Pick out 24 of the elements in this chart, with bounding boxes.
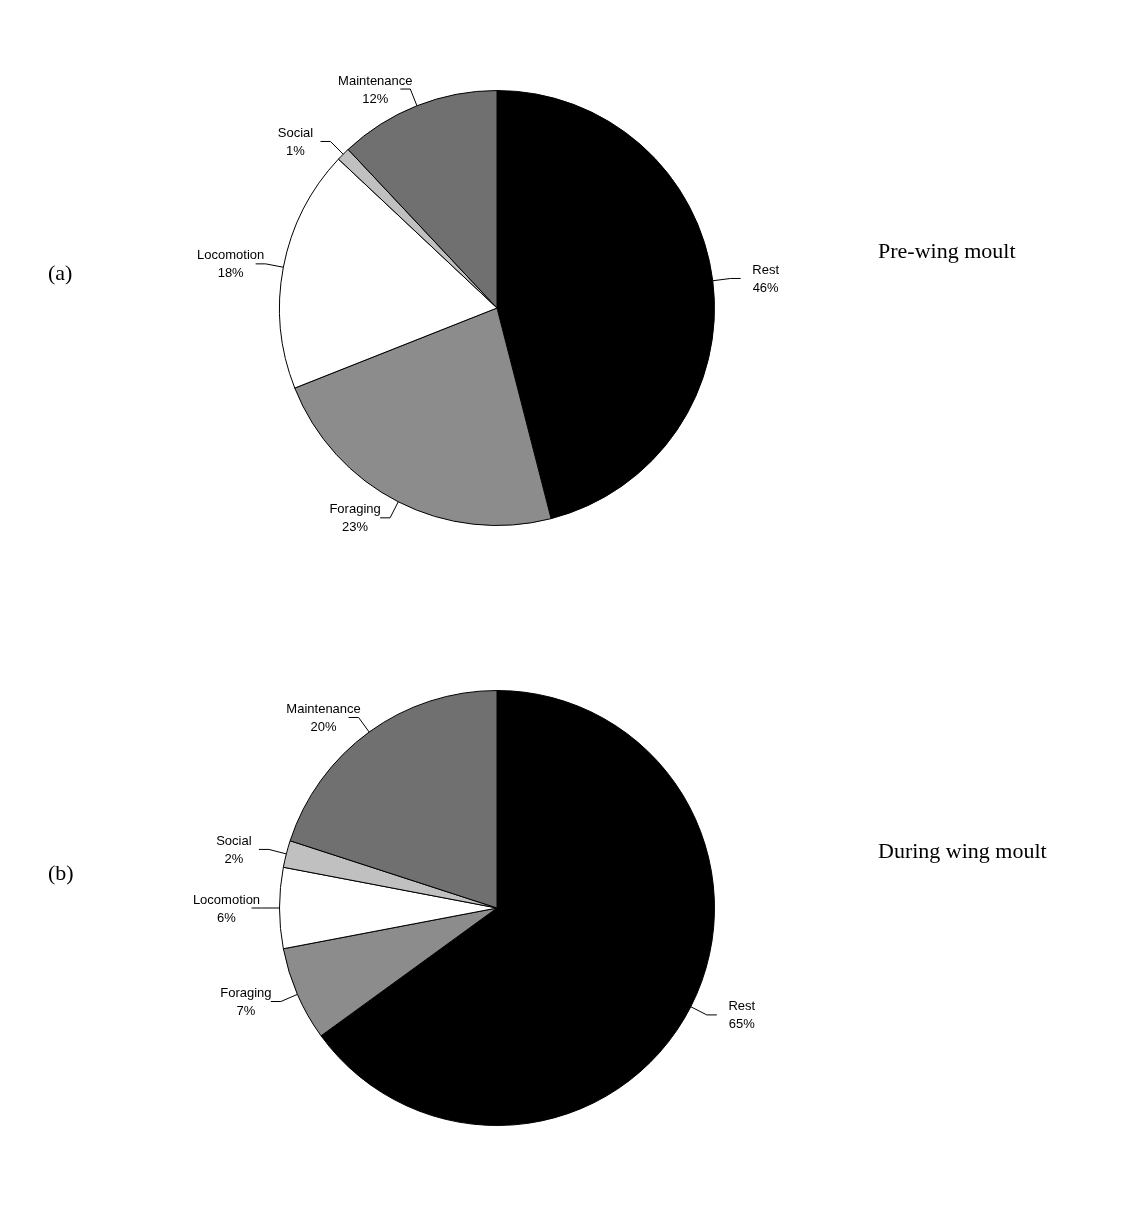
text: Pre-wing moult (878, 238, 1016, 264)
text: During wing moult (878, 838, 1047, 864)
slice-label: Locomotion (192, 891, 261, 907)
slice-label: Foraging (220, 985, 272, 1001)
data-label: 46% (752, 280, 780, 296)
data-label: 2% (224, 851, 244, 867)
slice-label: Rest (752, 262, 780, 278)
slice-label: Foraging (329, 501, 381, 517)
slice-label: Social (216, 833, 252, 849)
slice-label: Locomotion (197, 247, 265, 263)
text: (b) (48, 860, 74, 886)
data-label: 1% (286, 143, 306, 159)
data-label: 65% (728, 1016, 756, 1032)
data-label: 20% (310, 719, 338, 735)
slice-label: Maintenance (338, 72, 413, 88)
data-label: 18% (217, 265, 245, 281)
data-label: 23% (342, 519, 369, 535)
slice-label: Maintenance (286, 701, 361, 717)
text: (a) (48, 260, 73, 286)
slice-label: Social (277, 125, 314, 141)
slice-label: Rest (728, 998, 756, 1014)
data-label: 6% (217, 909, 237, 925)
data-label: 7% (236, 1003, 256, 1019)
data-label: 12% (362, 90, 389, 106)
